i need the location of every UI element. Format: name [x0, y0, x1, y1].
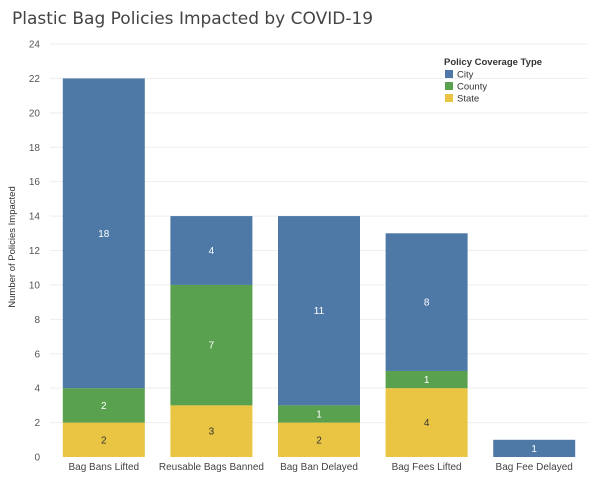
- data-label: 11: [314, 306, 325, 317]
- data-label: 7: [209, 341, 215, 352]
- x-category-label: Reusable Bags Banned: [159, 462, 264, 473]
- data-label: 8: [424, 298, 430, 309]
- bar-segment-county[interactable]: [170, 284, 253, 406]
- data-label: 3: [209, 427, 215, 438]
- data-label: 1: [316, 409, 322, 420]
- y-tick-label: 16: [29, 177, 41, 188]
- y-tick-label: 4: [34, 384, 40, 395]
- y-tick-label: 8: [34, 315, 40, 326]
- bar-segment-state[interactable]: [62, 422, 145, 457]
- bar-segment-state[interactable]: [385, 388, 468, 457]
- bar-segment-county[interactable]: [278, 405, 360, 423]
- data-label: 2: [316, 435, 322, 446]
- y-tick-label: 12: [29, 246, 41, 257]
- data-label: 2: [101, 401, 107, 412]
- bar-segment-city[interactable]: [170, 216, 253, 285]
- bar-segment-county[interactable]: [385, 370, 468, 389]
- y-tick-label: 18: [29, 143, 41, 154]
- y-tick-label: 6: [34, 349, 40, 360]
- data-label: 2: [101, 435, 107, 446]
- bar-segment-city[interactable]: [385, 233, 468, 371]
- data-label: 1: [531, 444, 537, 455]
- bar-segment-county[interactable]: [62, 388, 145, 423]
- y-tick-label: 22: [29, 74, 41, 85]
- legend-label-state: State: [457, 94, 479, 105]
- legend-swatch-city: [445, 70, 453, 78]
- legend-swatch-state: [445, 94, 453, 102]
- x-category-label: Bag Ban Delayed: [280, 462, 358, 473]
- bar-segment-city[interactable]: [62, 78, 145, 389]
- x-category-label: Bag Fee Delayed: [496, 462, 573, 473]
- y-tick-label: 0: [34, 453, 40, 464]
- bar-segment-city[interactable]: [493, 439, 576, 457]
- y-tick-label: 10: [29, 280, 41, 291]
- data-label: 1: [424, 375, 430, 386]
- chart-title: Plastic Bag Policies Impacted by COVID-1…: [12, 9, 374, 29]
- bar-segment-state[interactable]: [170, 405, 253, 457]
- x-category-label: Bag Fees Lifted: [392, 462, 462, 473]
- legend-label-city: City: [457, 70, 474, 81]
- bar-segment-state[interactable]: [278, 422, 360, 457]
- y-axis-label: Number of Policies Impacted: [7, 186, 18, 307]
- data-label: 18: [98, 229, 110, 240]
- legend-label-county: County: [457, 82, 487, 93]
- y-tick-label: 24: [29, 40, 41, 51]
- y-tick-label: 20: [29, 108, 41, 119]
- data-label: 4: [209, 246, 215, 257]
- y-tick-label: 2: [34, 418, 40, 429]
- data-label: 4: [424, 418, 430, 429]
- x-axis-categories: Bag Bans Lifted Reusable Bags Banned Bag B…: [68, 462, 572, 473]
- bar-segment-city[interactable]: [278, 216, 360, 406]
- x-category-label: Bag Bans Lifted: [68, 462, 139, 473]
- y-tick-label: 14: [29, 212, 41, 223]
- legend-swatch-county: [445, 82, 453, 90]
- legend-title: Policy Coverage Type: [444, 57, 542, 68]
